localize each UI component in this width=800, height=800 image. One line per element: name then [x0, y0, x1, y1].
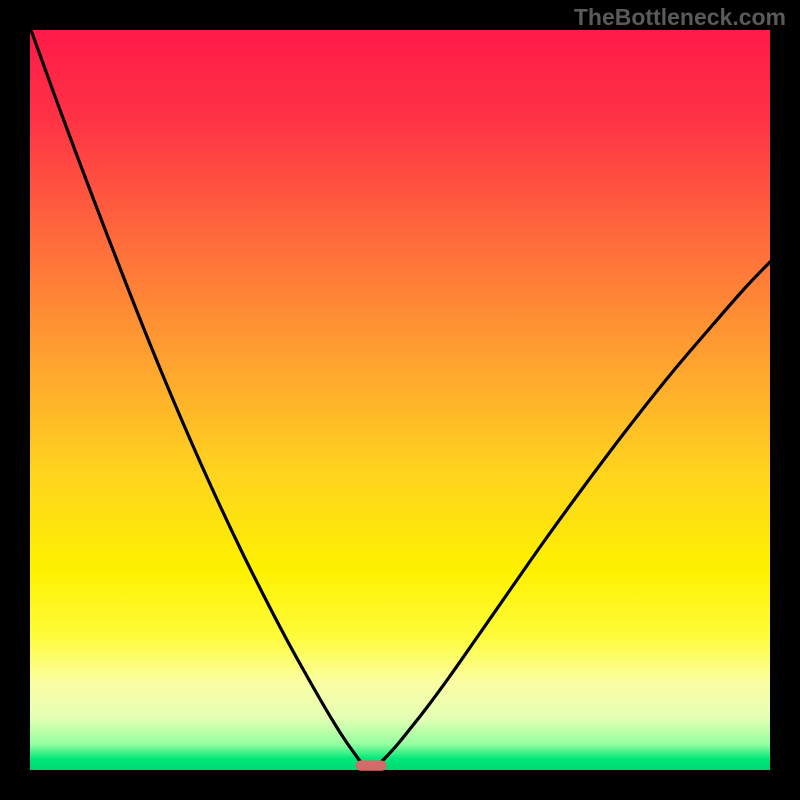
watermark-text: TheBottleneck.com [574, 4, 786, 31]
bottleneck-marker [356, 760, 387, 770]
chart-frame: TheBottleneck.com [0, 0, 800, 800]
bottleneck-chart [0, 0, 800, 800]
plot-background [30, 30, 770, 770]
